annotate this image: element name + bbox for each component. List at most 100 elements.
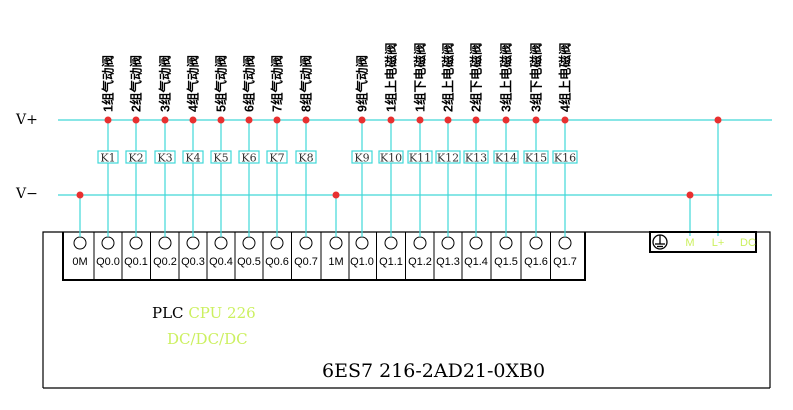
terminal-label: Q0.7: [294, 256, 318, 268]
terminal-label: Q1.0: [350, 256, 374, 268]
relay-label: K5: [213, 152, 228, 165]
junction-node: [245, 116, 253, 124]
terminal-screw-icon: [158, 236, 172, 250]
relay-coil: [266, 150, 288, 164]
terminal-q1-5: Q1.5: [494, 236, 518, 268]
v-minus-label: V−: [15, 186, 38, 202]
terminal-q1-6: Q1.6: [524, 236, 548, 268]
terminal-label: Q0.2: [153, 256, 177, 268]
relay-label: K16: [554, 152, 576, 165]
relay-coil: [523, 150, 549, 164]
terminal-1m: 1M: [328, 236, 344, 268]
junction-node: [273, 116, 281, 124]
terminal-screw-icon: [558, 236, 572, 250]
terminal-screw-icon: [441, 236, 455, 250]
terminal-screw-icon: [242, 236, 256, 250]
junction-node: [502, 116, 510, 124]
terminal-label: 1M: [328, 256, 343, 268]
output-terminal-strip: 0M Q0.0 Q0.1 Q0.2 Q0.3 Q0.4 Q0.5 Q0.6 Q0.7 1M Q1.0…: [62, 232, 586, 281]
relay-label: K1: [100, 152, 115, 165]
load-label: 7组气动阀: [270, 55, 285, 112]
junction-node: [561, 116, 569, 124]
terminal-screw-icon: [129, 236, 143, 250]
terminal-screw-icon: [186, 236, 200, 250]
junction-node: [358, 116, 366, 124]
junction-node: [161, 116, 169, 124]
relay-coil: [493, 150, 519, 164]
load-label: 6组气动阀: [242, 55, 257, 112]
svg-text:PLC CPU 226: PLC CPU 226: [152, 304, 256, 322]
terminal-screw-icon: [499, 236, 513, 250]
terminal-label: Q0.3: [181, 256, 205, 268]
terminal-screw-icon: [355, 236, 369, 250]
ground-icon: [652, 234, 668, 250]
terminal-q0-5: Q0.5: [237, 236, 261, 268]
junction-node: [189, 116, 197, 124]
relay-label: K4: [185, 152, 200, 165]
relay-coil: [552, 150, 578, 164]
plc-order-number: 6ES7 216-2AD21-0XB0: [322, 360, 545, 382]
terminal-q1-7: Q1.7: [553, 236, 577, 268]
junction-node: [76, 191, 84, 199]
terminal-label: Q1.2: [408, 256, 432, 268]
plc-body: [42, 231, 771, 388]
terminal-q0-6: Q0.6: [265, 236, 289, 268]
load-label: 5组气动阀: [214, 55, 229, 112]
power-dc-label: DC: [740, 237, 756, 249]
load-label: 3组上电磁阀: [499, 43, 514, 112]
relay-coil: [238, 150, 260, 164]
terminal-q1-0: Q1.0: [350, 236, 374, 268]
terminal-screw-icon: [469, 236, 483, 250]
terminal-q0-3: Q0.3: [181, 236, 205, 268]
terminal-label: Q1.3: [436, 256, 460, 268]
junction-node: [686, 191, 694, 199]
relay-coil: [182, 150, 204, 164]
relay-coil: [97, 150, 119, 164]
load-label: 3组气动阀: [158, 55, 173, 112]
relay-coil: [295, 150, 317, 164]
terminal-strip-outline: [62, 232, 586, 281]
terminal-q0-1: Q0.1: [124, 236, 148, 268]
junction-node: [132, 116, 140, 124]
relay-label: K13: [465, 152, 487, 165]
terminal-label: Q0.0: [96, 256, 120, 268]
terminal-label: Q0.6: [265, 256, 289, 268]
terminal-0m: 0M: [72, 236, 88, 268]
relay-label: K15: [525, 152, 547, 165]
terminal-label: Q1.4: [464, 256, 488, 268]
relay-coil: [463, 150, 489, 164]
junction-node: [387, 116, 395, 124]
terminal-q1-2: Q1.2: [408, 236, 432, 268]
terminal-q0-0: Q0.0: [96, 236, 120, 268]
terminal-screw-icon: [529, 236, 543, 250]
terminal-q1-4: Q1.4: [464, 236, 488, 268]
load-label: 2组下电磁阀: [469, 43, 484, 112]
relay-label: K10: [380, 152, 402, 165]
relay-coil: [435, 150, 461, 164]
terminal-label: Q1.7: [553, 256, 577, 268]
terminal-screw-icon: [299, 236, 313, 250]
relay-label: K6: [241, 152, 256, 165]
relay-label: K9: [354, 152, 369, 165]
junction-node: [302, 116, 310, 124]
terminal-screw-icon: [329, 236, 343, 250]
load-label: 4组气动阀: [186, 55, 201, 112]
junction-node: [444, 116, 452, 124]
terminal-label: Q1.1: [379, 256, 403, 268]
junction-node: [217, 116, 225, 124]
terminal-screw-icon: [214, 236, 228, 250]
plc-prefix: PLC: [152, 304, 184, 322]
junction-node: [416, 116, 424, 124]
junction-node: [714, 116, 722, 124]
terminal-q0-2: Q0.2: [153, 236, 177, 268]
power-l-plus-label: L+: [712, 237, 725, 249]
load-label: 4组上电磁阀: [558, 43, 573, 112]
load-label: 2组上电磁阀: [441, 43, 456, 112]
load-label: 2组气动阀: [129, 55, 144, 112]
junction-node: [104, 116, 112, 124]
terminal-q0-7: Q0.7: [294, 236, 318, 268]
plc-model: CPU 226: [188, 304, 255, 322]
load-label: 8组气动阀: [299, 55, 314, 112]
power-m-label: M: [685, 237, 694, 249]
